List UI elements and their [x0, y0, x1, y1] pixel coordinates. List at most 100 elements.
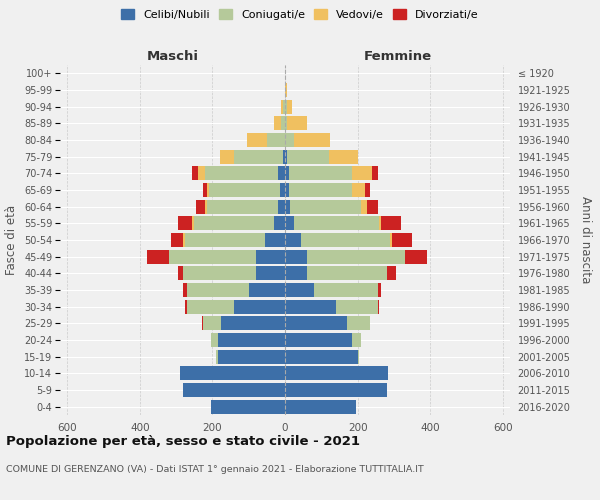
Bar	[211, 333, 218, 347]
Bar	[307, 266, 386, 280]
Legend: Celibi/Nubili, Coniugati/e, Vedovi/e, Divorziati/e: Celibi/Nubili, Coniugati/e, Vedovi/e, Di…	[118, 6, 482, 23]
Bar	[381, 216, 401, 230]
Bar	[285, 100, 287, 114]
Bar	[287, 150, 329, 164]
Bar	[278, 166, 285, 180]
Y-axis label: Anni di nascita: Anni di nascita	[579, 196, 592, 284]
Bar	[198, 166, 205, 180]
Bar	[205, 200, 207, 214]
Bar	[203, 316, 221, 330]
Bar	[287, 116, 307, 130]
Text: Maschi: Maschi	[146, 50, 199, 62]
Bar	[347, 316, 370, 330]
Bar	[281, 116, 285, 130]
Bar	[336, 300, 377, 314]
Bar	[352, 166, 372, 180]
Bar	[178, 266, 184, 280]
Bar	[207, 200, 278, 214]
Bar	[265, 233, 285, 247]
Bar	[285, 200, 290, 214]
Bar	[180, 366, 285, 380]
Bar	[207, 183, 209, 197]
Bar	[184, 283, 187, 297]
Bar	[169, 250, 256, 264]
Bar	[267, 133, 285, 147]
Bar	[329, 150, 358, 164]
Bar	[285, 183, 289, 197]
Bar	[194, 216, 274, 230]
Bar	[314, 283, 377, 297]
Bar	[289, 166, 352, 180]
Text: COMUNE DI GERENZANO (VA) - Dati ISTAT 1° gennaio 2021 - Elaborazione TUTTITALIA.: COMUNE DI GERENZANO (VA) - Dati ISTAT 1°…	[6, 465, 424, 474]
Bar	[285, 233, 301, 247]
Bar	[294, 133, 331, 147]
Bar	[392, 233, 412, 247]
Bar	[405, 250, 427, 264]
Bar	[285, 300, 336, 314]
Bar	[289, 183, 352, 197]
Bar	[278, 200, 285, 214]
Bar	[285, 266, 307, 280]
Bar	[185, 233, 265, 247]
Bar	[184, 383, 285, 397]
Bar	[202, 316, 203, 330]
Bar	[187, 300, 234, 314]
Bar	[220, 150, 234, 164]
Bar	[285, 166, 289, 180]
Bar	[285, 400, 356, 414]
Bar	[170, 233, 184, 247]
Bar	[361, 200, 367, 214]
Bar	[281, 100, 283, 114]
Bar	[234, 150, 283, 164]
Bar	[280, 183, 285, 197]
Bar	[379, 216, 381, 230]
Bar	[205, 166, 278, 180]
Bar	[285, 83, 287, 97]
Bar	[294, 216, 379, 230]
Text: Popolazione per età, sesso e stato civile - 2021: Popolazione per età, sesso e stato civil…	[6, 435, 360, 448]
Bar	[358, 350, 359, 364]
Bar	[184, 266, 256, 280]
Bar	[196, 200, 205, 214]
Bar	[187, 283, 249, 297]
Bar	[352, 333, 361, 347]
Bar	[178, 216, 193, 230]
Bar	[185, 300, 187, 314]
Bar	[193, 216, 194, 230]
Bar	[285, 216, 294, 230]
Bar	[184, 233, 185, 247]
Bar	[256, 250, 285, 264]
Bar	[287, 100, 292, 114]
Bar	[256, 266, 285, 280]
Bar	[290, 200, 361, 214]
Bar	[274, 216, 285, 230]
Bar	[285, 316, 347, 330]
Bar	[285, 116, 287, 130]
Bar	[283, 150, 285, 164]
Bar	[285, 383, 386, 397]
Bar	[203, 183, 207, 197]
Bar	[307, 250, 405, 264]
Bar	[234, 300, 285, 314]
Bar	[285, 150, 287, 164]
Bar	[377, 300, 379, 314]
Bar	[285, 250, 307, 264]
Bar	[377, 283, 381, 297]
Bar	[209, 183, 280, 197]
Bar	[285, 283, 314, 297]
Bar	[221, 316, 285, 330]
Y-axis label: Fasce di età: Fasce di età	[5, 205, 19, 275]
Bar	[283, 100, 285, 114]
Bar	[386, 266, 395, 280]
Bar	[372, 166, 377, 180]
Bar	[218, 333, 285, 347]
Bar	[352, 183, 365, 197]
Bar	[247, 133, 267, 147]
Bar	[365, 183, 370, 197]
Bar	[193, 166, 198, 180]
Bar	[301, 233, 390, 247]
Bar	[211, 400, 285, 414]
Bar	[285, 333, 352, 347]
Bar	[367, 200, 377, 214]
Bar	[390, 233, 392, 247]
